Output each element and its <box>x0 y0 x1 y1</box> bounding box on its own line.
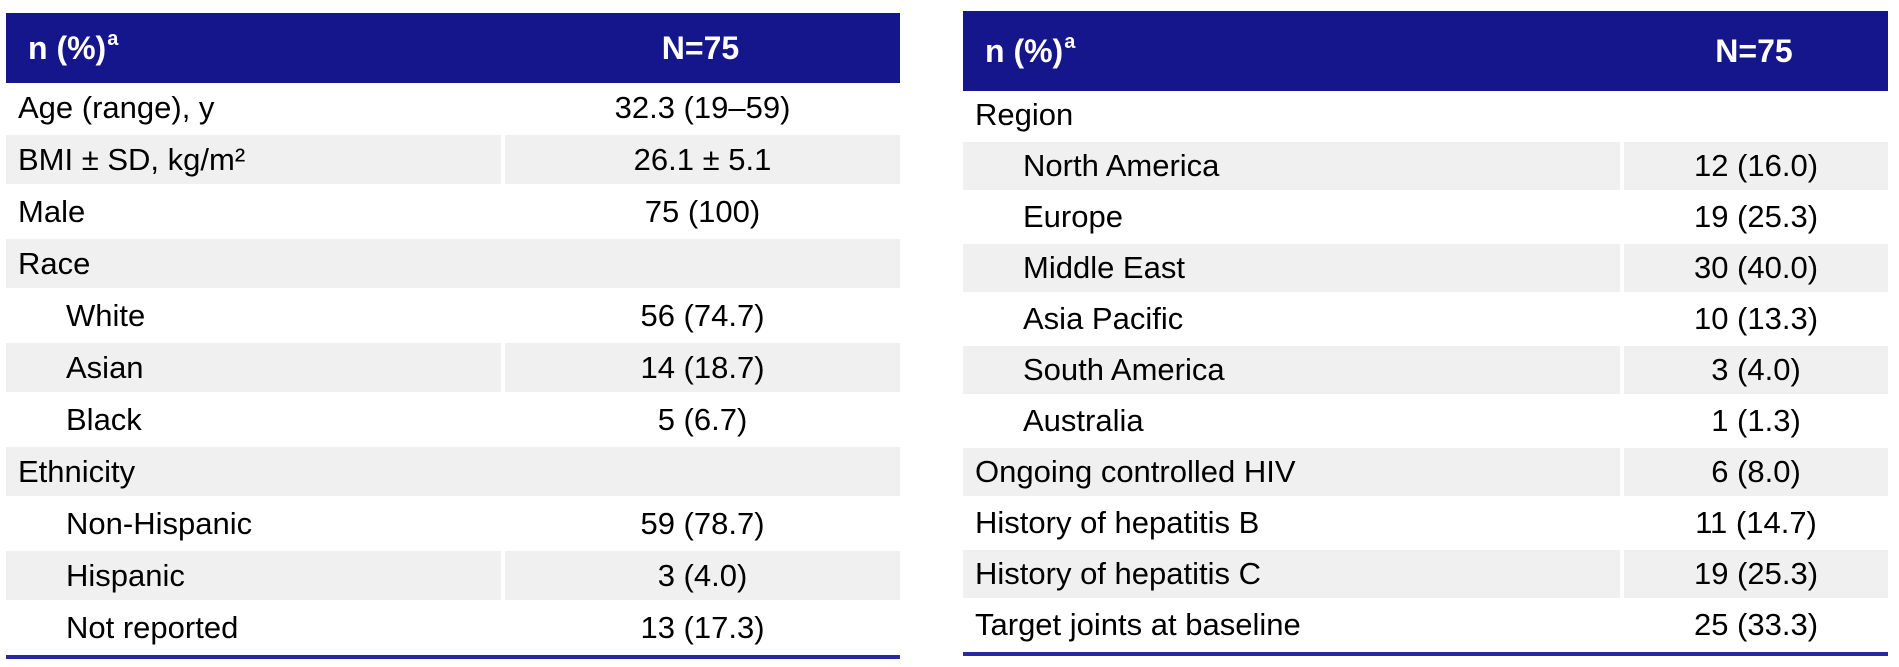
row-value: 30 (40.0) <box>1624 244 1888 292</box>
row-label: History of hepatitis B <box>975 505 1260 540</box>
baseline-demographics-table: n (%)a N=75 Age (range), y 32.3 (19–59) … <box>6 13 900 659</box>
table-row: Male 75 (100) <box>6 187 900 236</box>
row-label: Ethnicity <box>6 447 900 496</box>
row-label: South America <box>963 346 1620 394</box>
region-medical-history-table: n (%)a N=75 Region North America 12 (16.… <box>963 11 1888 656</box>
table-row: Non-Hispanic 59 (78.7) <box>6 499 900 548</box>
row-value: 19 (25.3) <box>1693 199 1819 234</box>
row-label: Hispanic <box>6 551 501 600</box>
table-row: Ethnicity <box>6 447 900 496</box>
row-value: 56 (74.7) <box>640 297 765 333</box>
row-value: 1 (1.3) <box>1711 403 1801 438</box>
row-label: Non-Hispanic <box>66 505 253 541</box>
table-row: Asia Pacific 10 (13.3) <box>963 295 1888 343</box>
table-header-n: N=75 <box>1715 32 1793 69</box>
row-label: Not reported <box>66 609 239 645</box>
table-row: Region <box>963 91 1888 139</box>
table-header-label: n (%)a <box>963 30 1620 70</box>
header-label-text: n (%) <box>985 32 1064 69</box>
table-row: Europe 19 (25.3) <box>963 193 1888 241</box>
row-value: 32.3 (19–59) <box>614 89 791 125</box>
row-label: Australia <box>1023 403 1144 438</box>
header-label-text: n (%) <box>28 29 107 66</box>
table-row: Asian 14 (18.7) <box>6 343 900 392</box>
row-value: 11 (14.7) <box>1695 505 1817 540</box>
row-value: 10 (13.3) <box>1693 301 1819 336</box>
row-label: Race <box>6 239 900 288</box>
row-label: BMI ± SD, kg/m² <box>6 135 501 184</box>
table-row: Hispanic 3 (4.0) <box>6 551 900 600</box>
row-value: 19 (25.3) <box>1624 550 1888 598</box>
row-value: 14 (18.7) <box>505 343 900 392</box>
table-row: History of hepatitis B 11 (14.7) <box>963 499 1888 547</box>
table-row: BMI ± SD, kg/m² 26.1 ± 5.1 <box>6 135 900 184</box>
row-label: Asia Pacific <box>1023 301 1184 336</box>
row-label: Middle East <box>963 244 1620 292</box>
row-value: 3 (4.0) <box>505 551 900 600</box>
table-row: Target joints at baseline 25 (33.3) <box>963 601 1888 649</box>
table-row: Australia 1 (1.3) <box>963 397 1888 445</box>
row-value: 6 (8.0) <box>1624 448 1888 496</box>
table-header-n: N=75 <box>661 29 740 66</box>
row-value: 75 (100) <box>644 193 761 229</box>
row-label: History of hepatitis C <box>963 550 1620 598</box>
row-value: 12 (16.0) <box>1624 142 1888 190</box>
row-label: White <box>66 297 146 333</box>
row-label: Asian <box>6 343 501 392</box>
row-value: 13 (17.3) <box>640 609 765 645</box>
row-value: 25 (33.3) <box>1693 607 1819 642</box>
row-value: 5 (6.7) <box>657 401 748 437</box>
table-row: Black 5 (6.7) <box>6 395 900 444</box>
row-label: Male <box>18 193 86 229</box>
header-footnote-marker: a <box>107 27 119 50</box>
table-row: Ongoing controlled HIV 6 (8.0) <box>963 448 1888 496</box>
row-value: 3 (4.0) <box>1624 346 1888 394</box>
row-value: 59 (78.7) <box>640 505 765 541</box>
table-row: Age (range), y 32.3 (19–59) <box>6 83 900 132</box>
table-row: South America 3 (4.0) <box>963 346 1888 394</box>
row-label: North America <box>963 142 1620 190</box>
table-row: Race <box>6 239 900 288</box>
table-header-row: n (%)a N=75 <box>6 13 900 83</box>
table-row: Not reported 13 (17.3) <box>6 603 900 652</box>
header-footnote-marker: a <box>1064 30 1076 53</box>
table-body: Age (range), y 32.3 (19–59) BMI ± SD, kg… <box>6 83 900 659</box>
row-label: Age (range), y <box>18 89 215 125</box>
table-row: Middle East 30 (40.0) <box>963 244 1888 292</box>
table-row: History of hepatitis C 19 (25.3) <box>963 550 1888 598</box>
table-header-row: n (%)a N=75 <box>963 11 1888 91</box>
row-label: Ongoing controlled HIV <box>963 448 1620 496</box>
row-value: 26.1 ± 5.1 <box>505 135 900 184</box>
table-header-label: n (%)a <box>6 27 501 67</box>
table-body: Region North America 12 (16.0) Europe 19… <box>963 91 1888 656</box>
table-row: North America 12 (16.0) <box>963 142 1888 190</box>
row-label: Region <box>975 97 1074 132</box>
row-label: Target joints at baseline <box>975 607 1301 642</box>
row-label: Europe <box>1023 199 1123 234</box>
table-row: White 56 (74.7) <box>6 291 900 340</box>
row-label: Black <box>66 401 142 437</box>
